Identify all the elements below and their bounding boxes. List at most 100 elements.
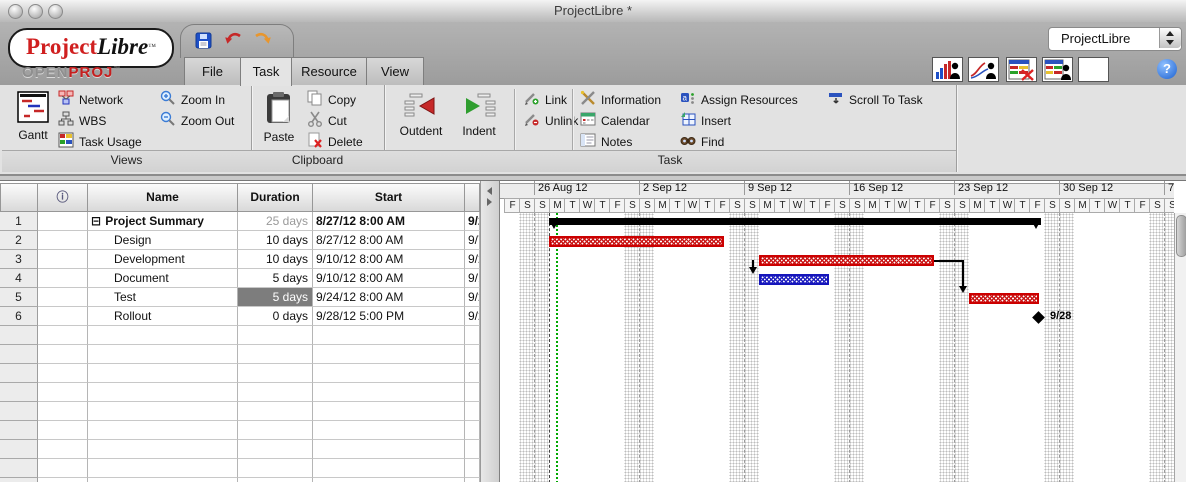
finish-cell[interactable]: 9/1 <box>465 269 480 288</box>
gantt-bar-design[interactable] <box>549 236 724 247</box>
resource-chart-icon[interactable] <box>968 57 999 82</box>
milestone-rollout[interactable] <box>1032 311 1045 324</box>
duration-cell[interactable]: 10 days <box>238 250 313 269</box>
zoom-in-button[interactable]: Zoom In <box>160 90 225 108</box>
scroll-right-icon[interactable] <box>487 198 492 206</box>
row-number[interactable] <box>0 478 38 482</box>
save-icon[interactable] <box>195 32 213 50</box>
start-cell[interactable]: 9/28/12 5:00 PM <box>313 307 465 326</box>
scroll-to-task-button[interactable]: Scroll To Task <box>828 91 923 108</box>
gantt-bar-project-summary[interactable] <box>549 218 1041 225</box>
delete-button[interactable]: Delete <box>307 132 363 150</box>
start-cell[interactable]: 9/10/12 8:00 AM <box>313 269 465 288</box>
assign-resources-button[interactable]: a Assign Resources <box>680 91 798 108</box>
column-header-indicator[interactable]: ⓘ <box>38 183 88 212</box>
blank-view-box[interactable] <box>1078 57 1109 82</box>
cut-button[interactable]: Cut <box>307 111 347 129</box>
row-number[interactable] <box>0 364 38 383</box>
scroll-left-icon[interactable] <box>487 187 492 195</box>
column-header-finish[interactable] <box>465 183 480 212</box>
minimize-window-button[interactable] <box>28 4 43 19</box>
start-cell[interactable]: 9/24/12 8:00 AM <box>313 288 465 307</box>
link-button[interactable]: Link <box>524 91 567 108</box>
start-cell[interactable]: 8/27/12 8:00 AM <box>313 212 465 231</box>
row-number[interactable] <box>0 440 38 459</box>
row-number[interactable] <box>0 421 38 440</box>
duration-cell[interactable]: 5 days <box>238 288 313 307</box>
row-number[interactable]: 5 <box>0 288 38 307</box>
task-usage-button[interactable]: Task Usage <box>58 132 142 150</box>
row-number[interactable]: 3 <box>0 250 38 269</box>
name-cell[interactable]: Test <box>88 288 238 307</box>
network-button[interactable]: Network <box>58 90 123 108</box>
start-cell[interactable]: 8/27/12 8:00 AM <box>313 231 465 250</box>
tab-resource[interactable]: Resource <box>291 57 367 85</box>
finish-cell[interactable]: 9/2 <box>465 288 480 307</box>
column-header-name[interactable]: Name <box>88 183 238 212</box>
row-number[interactable] <box>0 402 38 421</box>
column-header-start[interactable]: Start <box>313 183 465 212</box>
finish-cell[interactable]: 9/2 <box>465 250 480 269</box>
outdent-button[interactable]: Outdent <box>392 93 450 138</box>
row-number[interactable]: 4 <box>0 269 38 288</box>
calendar-button[interactable]: Calendar <box>580 112 650 129</box>
row-number[interactable] <box>0 459 38 478</box>
tab-view[interactable]: View <box>366 57 424 85</box>
duration-cell[interactable]: 25 days <box>238 212 313 231</box>
column-header-num[interactable] <box>0 183 38 212</box>
notes-button[interactable]: Notes <box>580 133 632 150</box>
gantt-button[interactable]: Gantt <box>6 91 60 142</box>
column-header-duration[interactable]: Duration <box>238 183 313 212</box>
gantt-bar-test[interactable] <box>969 293 1039 304</box>
name-cell[interactable]: Document <box>88 269 238 288</box>
scrollbar-thumb[interactable] <box>1176 215 1186 257</box>
dropdown-stepper[interactable] <box>1159 28 1181 48</box>
name-cell[interactable]: Development <box>88 250 238 269</box>
indicator-cell[interactable] <box>38 231 88 250</box>
duration-cell[interactable]: 5 days <box>238 269 313 288</box>
duration-cell[interactable]: 10 days <box>238 231 313 250</box>
indent-button[interactable]: Indent <box>454 93 504 138</box>
undo-icon[interactable] <box>224 32 242 50</box>
tab-file[interactable]: File <box>184 57 241 85</box>
row-number[interactable] <box>0 383 38 402</box>
indicator-cell[interactable] <box>38 307 88 326</box>
table-delete-icon[interactable] <box>1006 57 1037 82</box>
finish-cell[interactable]: 9/2 <box>465 307 480 326</box>
row-number[interactable] <box>0 326 38 345</box>
find-button[interactable]: Find <box>680 133 724 150</box>
indicator-cell[interactable] <box>38 212 88 231</box>
table-resource-icon[interactable] <box>1042 57 1073 82</box>
close-window-button[interactable] <box>8 4 23 19</box>
vertical-scrollbar[interactable] <box>1174 213 1186 482</box>
resource-histogram-icon[interactable] <box>932 57 963 82</box>
wbs-button[interactable]: WBS <box>58 111 106 129</box>
tab-task[interactable]: Task <box>240 57 292 86</box>
row-number[interactable]: 6 <box>0 307 38 326</box>
row-number[interactable]: 1 <box>0 212 38 231</box>
indicator-cell[interactable] <box>38 269 88 288</box>
duration-cell[interactable]: 0 days <box>238 307 313 326</box>
paste-button[interactable]: Paste <box>257 91 301 144</box>
help-icon[interactable]: ? <box>1157 59 1177 79</box>
row-number[interactable] <box>0 345 38 364</box>
redo-icon[interactable] <box>253 32 271 50</box>
name-cell[interactable]: Design <box>88 231 238 250</box>
insert-button[interactable]: Insert <box>680 112 731 129</box>
indicator-cell[interactable] <box>38 250 88 269</box>
gantt-bar-development[interactable] <box>759 255 934 266</box>
copy-button[interactable]: Copy <box>307 90 356 108</box>
zoom-out-button[interactable]: Zoom Out <box>160 111 234 129</box>
name-cell[interactable]: Rollout <box>88 307 238 326</box>
information-button[interactable]: Information <box>580 90 661 108</box>
start-cell[interactable]: 9/10/12 8:00 AM <box>313 250 465 269</box>
unlink-button[interactable]: Unlink <box>524 112 578 129</box>
zoom-window-button[interactable] <box>48 4 63 19</box>
view-dropdown[interactable]: ProjectLibre <box>1048 27 1182 51</box>
row-number[interactable]: 2 <box>0 231 38 250</box>
